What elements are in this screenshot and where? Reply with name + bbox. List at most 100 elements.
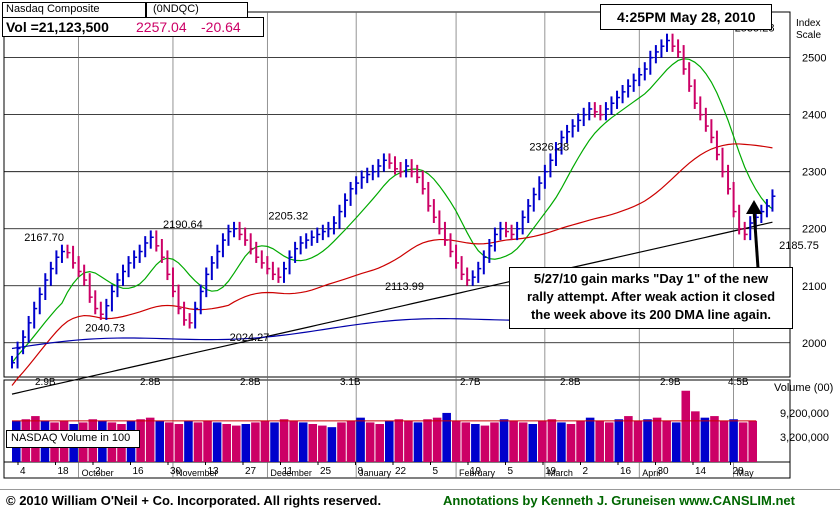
month-label: May: [737, 468, 755, 478]
volume-peak-label: 2.7B: [460, 377, 481, 388]
volume-peak-label: 2.8B: [240, 377, 261, 388]
volume-bar: [270, 422, 279, 462]
volume-bar: [748, 420, 757, 462]
month-label: October: [82, 468, 114, 478]
annotation-line-3: the week above its 200 DMA line again.: [530, 307, 772, 322]
volume-bar: [279, 419, 289, 462]
volume-bar: [624, 416, 633, 462]
volume-bar: [490, 422, 499, 462]
volume-bar: [691, 411, 700, 462]
volume-bar: [337, 422, 346, 462]
volume-bar: [671, 422, 681, 462]
month-label: January: [359, 468, 392, 478]
price-annotation: 2167.70: [24, 232, 64, 244]
timestamp-box: 4:25PM May 28, 2010: [600, 4, 772, 30]
volume-bar: [184, 420, 193, 462]
x-tick-label: 18: [58, 466, 70, 477]
volume-bar: [222, 424, 231, 462]
grid-layer: [3, 11, 791, 479]
volume-bar: [385, 420, 394, 462]
y-tick-label: 2500: [802, 53, 826, 65]
y-tick-label: 2400: [802, 110, 826, 122]
volume-bar: [193, 422, 203, 462]
volume-bar: [394, 419, 404, 462]
volume-bar: [509, 420, 518, 462]
arrow-head: [746, 200, 762, 214]
volume-bar: [289, 420, 298, 462]
x-tick-label: 4: [20, 466, 26, 477]
x-tick-label: 16: [133, 466, 145, 477]
volume-bar: [604, 422, 614, 462]
volume-bar: [518, 422, 528, 462]
volume-bar: [652, 417, 662, 462]
volume-bar: [614, 419, 624, 462]
volume-bar: [145, 417, 155, 462]
annotation-box: 5/27/10 gain marks "Day 1" of the new ra…: [509, 267, 793, 329]
volume-peak-label: 3.1B: [340, 377, 361, 388]
volume-bar: [662, 420, 671, 462]
volume-bar: [155, 420, 165, 462]
x-tick-label: 11: [283, 466, 294, 477]
footer-copyright: © 2010 William O'Neil + Co. Incorporated…: [6, 493, 382, 508]
volume-label: Vol =21,123,500: [6, 19, 109, 35]
volume-bar: [356, 417, 365, 462]
timestamp: 4:25PM May 28, 2010: [617, 9, 756, 25]
volume-bar: [643, 419, 652, 462]
scale-label-scale: Scale: [796, 30, 822, 41]
x-tick-label: 27: [245, 466, 257, 477]
volume-bar: [538, 420, 547, 462]
volume-bar: [212, 422, 222, 462]
ma10-line: [11, 58, 773, 364]
x-tick-label: 30: [658, 466, 670, 477]
y-tick-label: 2100: [802, 281, 826, 293]
volume-bar: [471, 424, 480, 462]
x-tick-label: 8: [358, 466, 364, 477]
volume-bar: [576, 420, 585, 462]
footer: © 2010 William O'Neil + Co. Incorporated…: [0, 489, 840, 512]
x-tick-label: 30: [170, 466, 182, 477]
month-label: November: [176, 468, 218, 478]
volume-peak-label: 2.9B: [660, 377, 681, 388]
volume-peak-label: 2.8B: [140, 377, 161, 388]
quote-box: Vol =21,123,500 2257.04 -20.64: [2, 17, 264, 37]
x-tick-label: 19: [470, 466, 482, 477]
volume-peak-label: 4.5B: [728, 377, 749, 388]
volume-axis-title: Volume (00): [774, 382, 834, 394]
volume-bar: [700, 417, 710, 462]
volume-bar: [585, 417, 595, 462]
volume-peak-label: 2.9B: [35, 377, 56, 388]
price-panel-frame: [3, 11, 791, 378]
volume-bar: [165, 422, 174, 462]
symbol: (0NDQC): [153, 3, 199, 15]
volume-bar: [404, 420, 413, 462]
volume-bar: [499, 419, 509, 462]
volume-bar: [308, 424, 318, 462]
price-annotation: 2185.75: [779, 240, 819, 252]
annotation-line-1: 5/27/10 gain marks "Day 1" of the new: [533, 271, 769, 286]
volume-bar: [461, 422, 471, 462]
volume-bar: [442, 412, 451, 462]
x-tick-label: 2: [95, 466, 101, 477]
volume-bar: [595, 420, 604, 462]
moving-average-layer: [11, 58, 773, 395]
volume-bar: [174, 424, 184, 462]
scale-label-index: Index: [796, 18, 821, 29]
arrow-shaft: [752, 209, 760, 269]
volume-bar: [528, 424, 538, 462]
volume-bar: [251, 422, 260, 462]
volume-bar: [729, 419, 738, 462]
volume-bar: [327, 427, 337, 462]
x-tick-label: 22: [395, 466, 407, 477]
volume-axis-tick-1: 9,200,000: [780, 408, 829, 420]
volume-bar: [719, 420, 729, 462]
month-label: December: [270, 468, 312, 478]
volume-bar: [231, 425, 241, 462]
volume-bar: [365, 422, 375, 462]
ma50-line: [11, 143, 773, 386]
price-annotation: 2040.73: [85, 323, 125, 335]
volume-bar: [346, 420, 356, 462]
index-name: Nasdaq Composite: [6, 3, 100, 15]
volume-bar: [318, 425, 327, 462]
volume-bar: [136, 419, 145, 462]
